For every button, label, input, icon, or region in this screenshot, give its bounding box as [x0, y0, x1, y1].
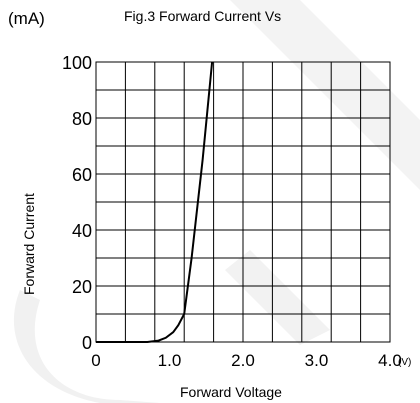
forward-current-curve — [96, 61, 214, 343]
y-axis-label: Forward Current — [21, 193, 37, 295]
y-tick-label: 100 — [62, 53, 92, 73]
x-tick-label: 0 — [91, 351, 100, 370]
x-tick-label: 1.0 — [158, 351, 182, 370]
x-unit-label: (V) — [398, 357, 411, 368]
y-tick-label: 80 — [72, 109, 92, 129]
y-tick-labels: 0 20 40 60 80 100 — [62, 53, 92, 353]
y-tick-label: 40 — [72, 221, 92, 241]
x-tick-label: 2.0 — [231, 351, 255, 370]
y-tick-label: 20 — [72, 277, 92, 297]
x-axis-label: Forward Voltage — [180, 384, 282, 400]
x-tick-label: 4.0 — [378, 351, 402, 370]
x-tick-label: 3.0 — [305, 351, 329, 370]
chart-title: Fig.3 Forward Current Vs — [124, 8, 281, 24]
plot-frame — [95, 61, 391, 343]
y-unit-label: (mA) — [8, 9, 45, 28]
x-tick-labels: 0 1.0 2.0 3.0 4.0 — [91, 351, 402, 370]
y-tick-label: 60 — [72, 165, 92, 185]
y-tick-label: 0 — [82, 333, 92, 353]
chart-grid — [96, 62, 390, 342]
